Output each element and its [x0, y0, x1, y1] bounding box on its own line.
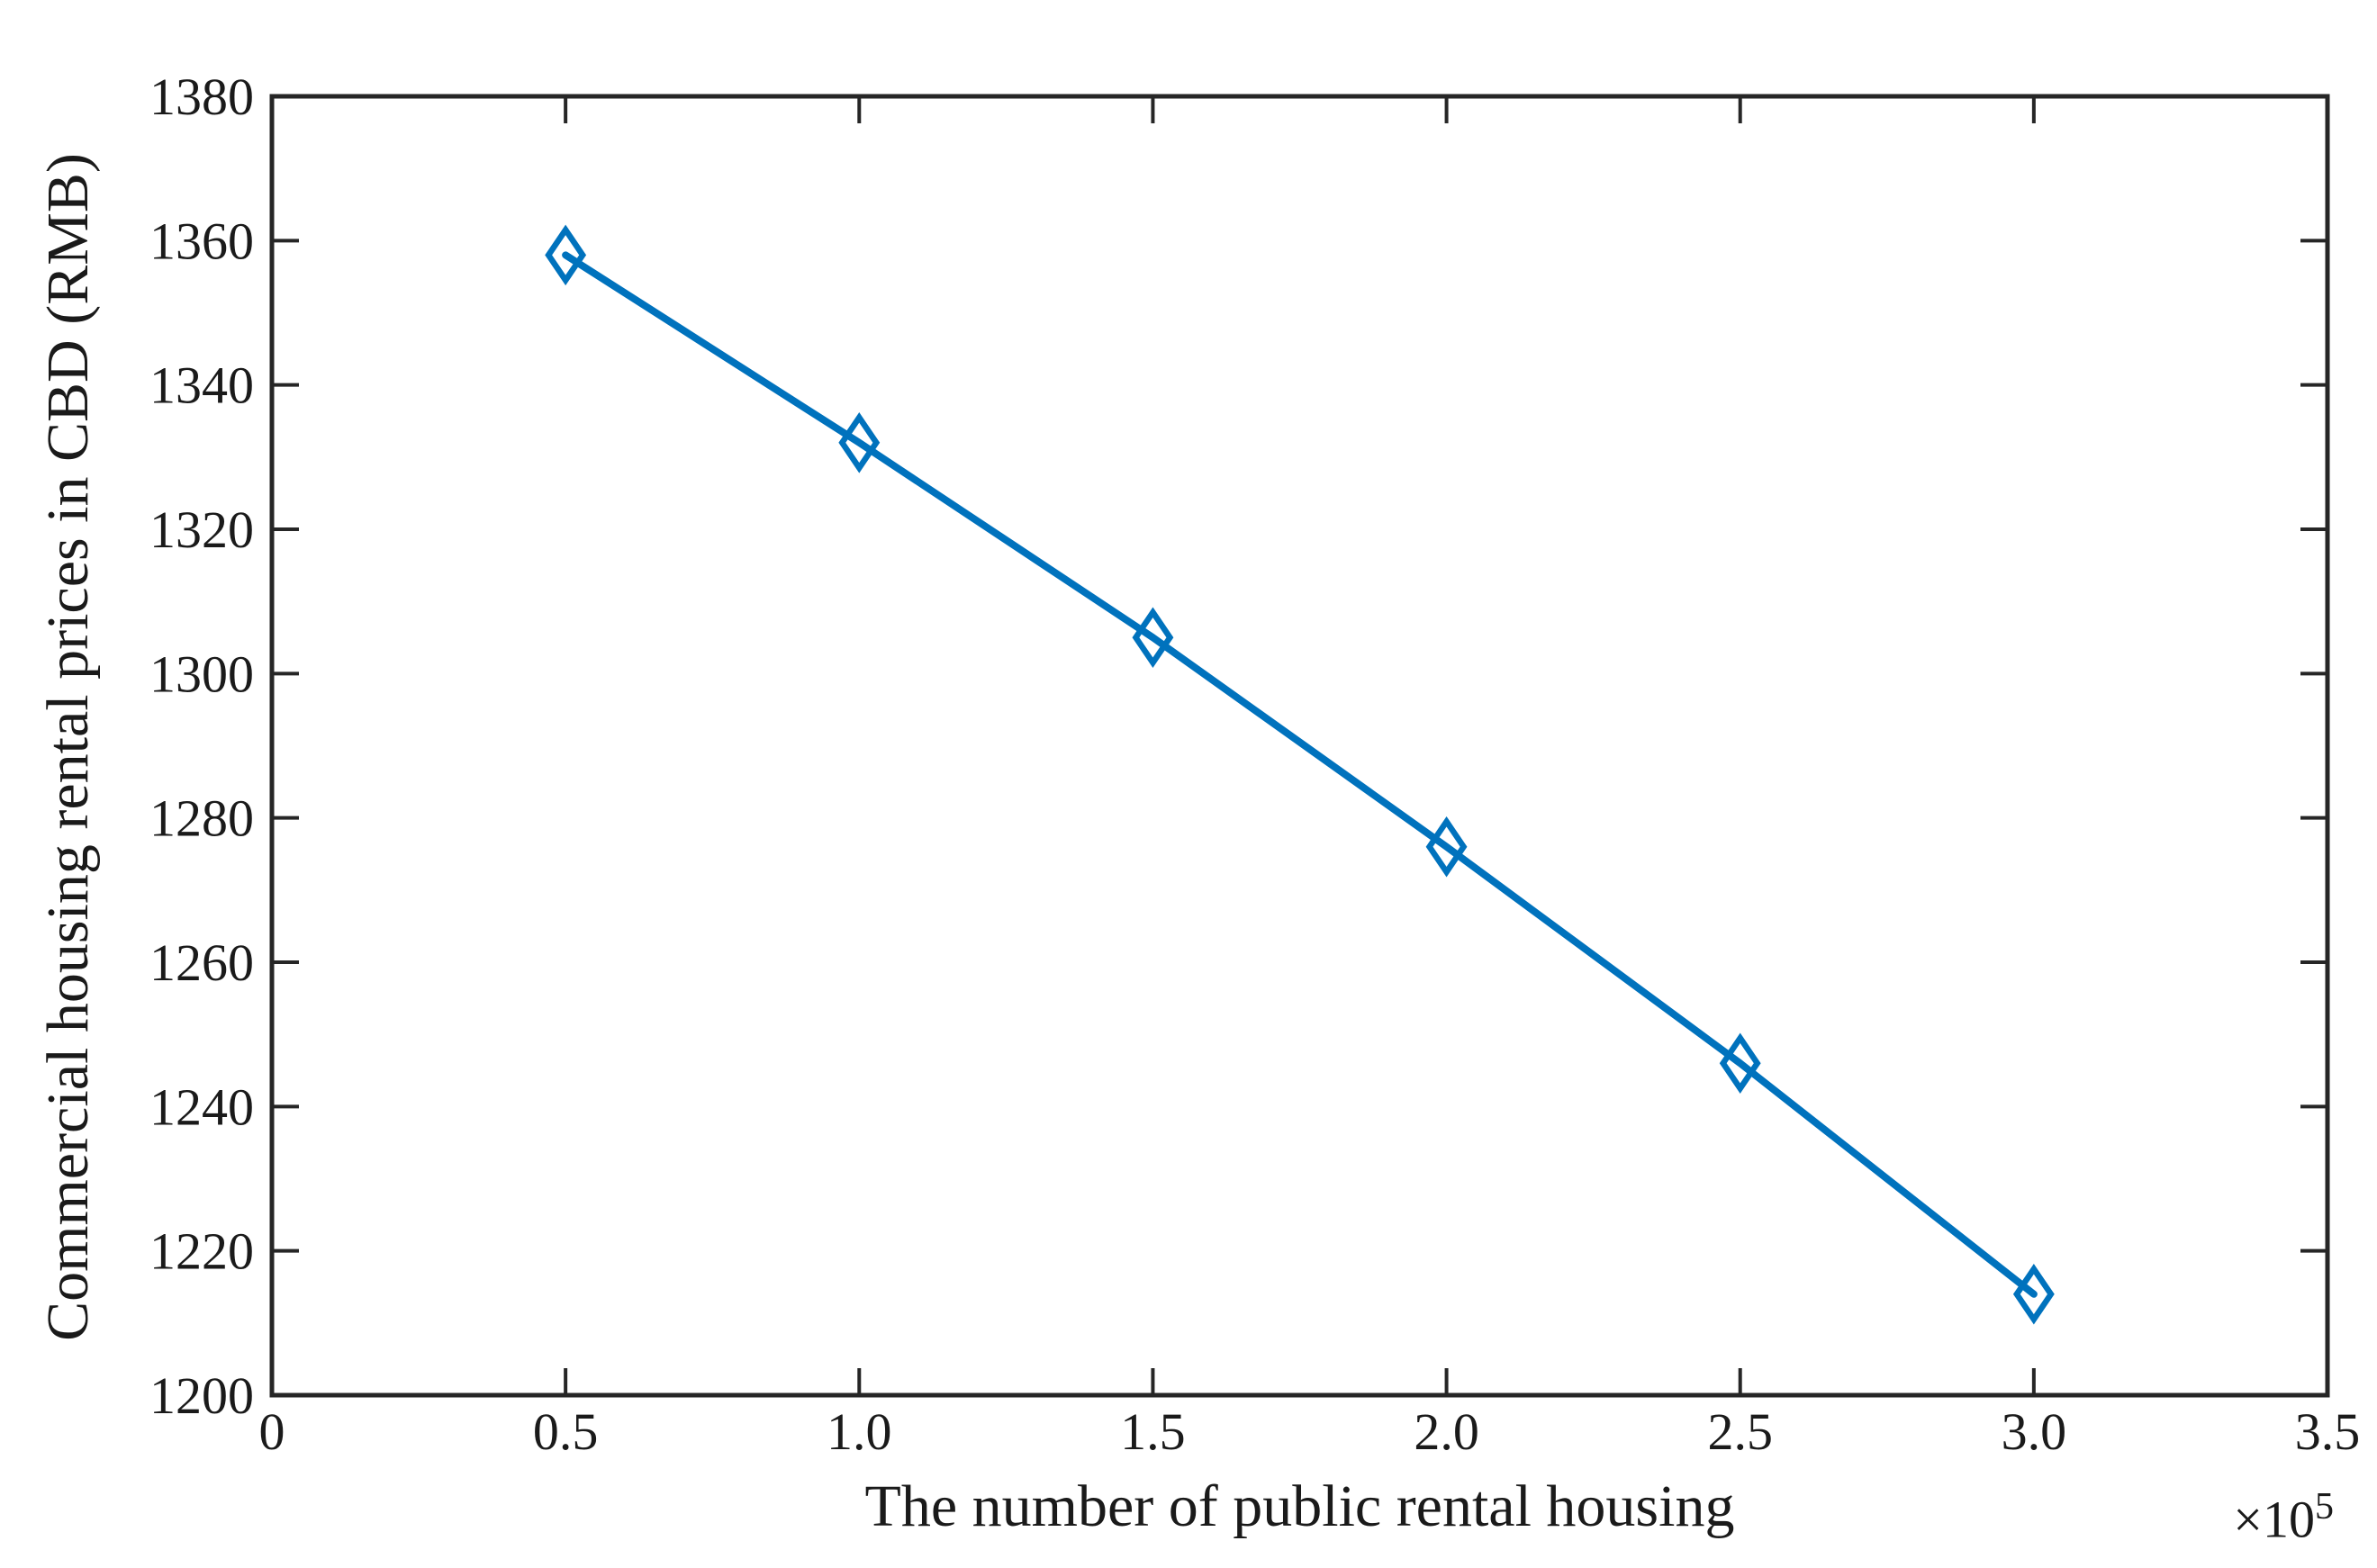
- y-tick-label: 1240: [149, 1077, 254, 1136]
- y-tick-label: 1360: [149, 212, 254, 270]
- x-tick-label: 1.0: [827, 1402, 892, 1461]
- x-axis-exponent-base: ×10: [2233, 1490, 2315, 1549]
- y-axis-title: Commercial housing rental prices in CBD …: [35, 153, 101, 1341]
- y-tick-label: 1380: [149, 68, 254, 126]
- y-tick-label: 1340: [149, 356, 254, 415]
- x-tick-label: 0.5: [533, 1402, 599, 1461]
- x-axis-exponent: ×105: [2233, 1485, 2334, 1549]
- y-tick-label: 1320: [149, 500, 254, 559]
- x-axis-title: The number of public rental housing: [864, 1473, 1735, 1539]
- x-tick-label: 2.5: [1707, 1402, 1773, 1461]
- data-point-marker: [545, 224, 587, 286]
- y-tick-label: 1260: [149, 933, 254, 992]
- x-tick-label: 0: [259, 1402, 285, 1461]
- data-point-marker: [1425, 816, 1468, 878]
- x-tick-label: 1.5: [1120, 1402, 1186, 1461]
- x-axis-exponent-power: 5: [2315, 1486, 2334, 1527]
- data-point-marker: [838, 412, 881, 473]
- axes-box: [269, 94, 2330, 1398]
- y-tick-label: 1200: [149, 1366, 254, 1425]
- x-tick-label: 2.0: [1414, 1402, 1479, 1461]
- x-tick-label: 3.5: [2295, 1402, 2361, 1461]
- y-tick-label: 1280: [149, 789, 254, 848]
- data-point-marker: [2012, 1263, 2055, 1325]
- data-point-marker: [1719, 1032, 1761, 1095]
- data-line: [562, 251, 2038, 1298]
- x-tick-label: 3.0: [2002, 1402, 2067, 1461]
- y-tick-label: 1300: [149, 644, 254, 703]
- data-point-marker: [1132, 607, 1174, 669]
- y-tick-label: 1220: [149, 1222, 254, 1281]
